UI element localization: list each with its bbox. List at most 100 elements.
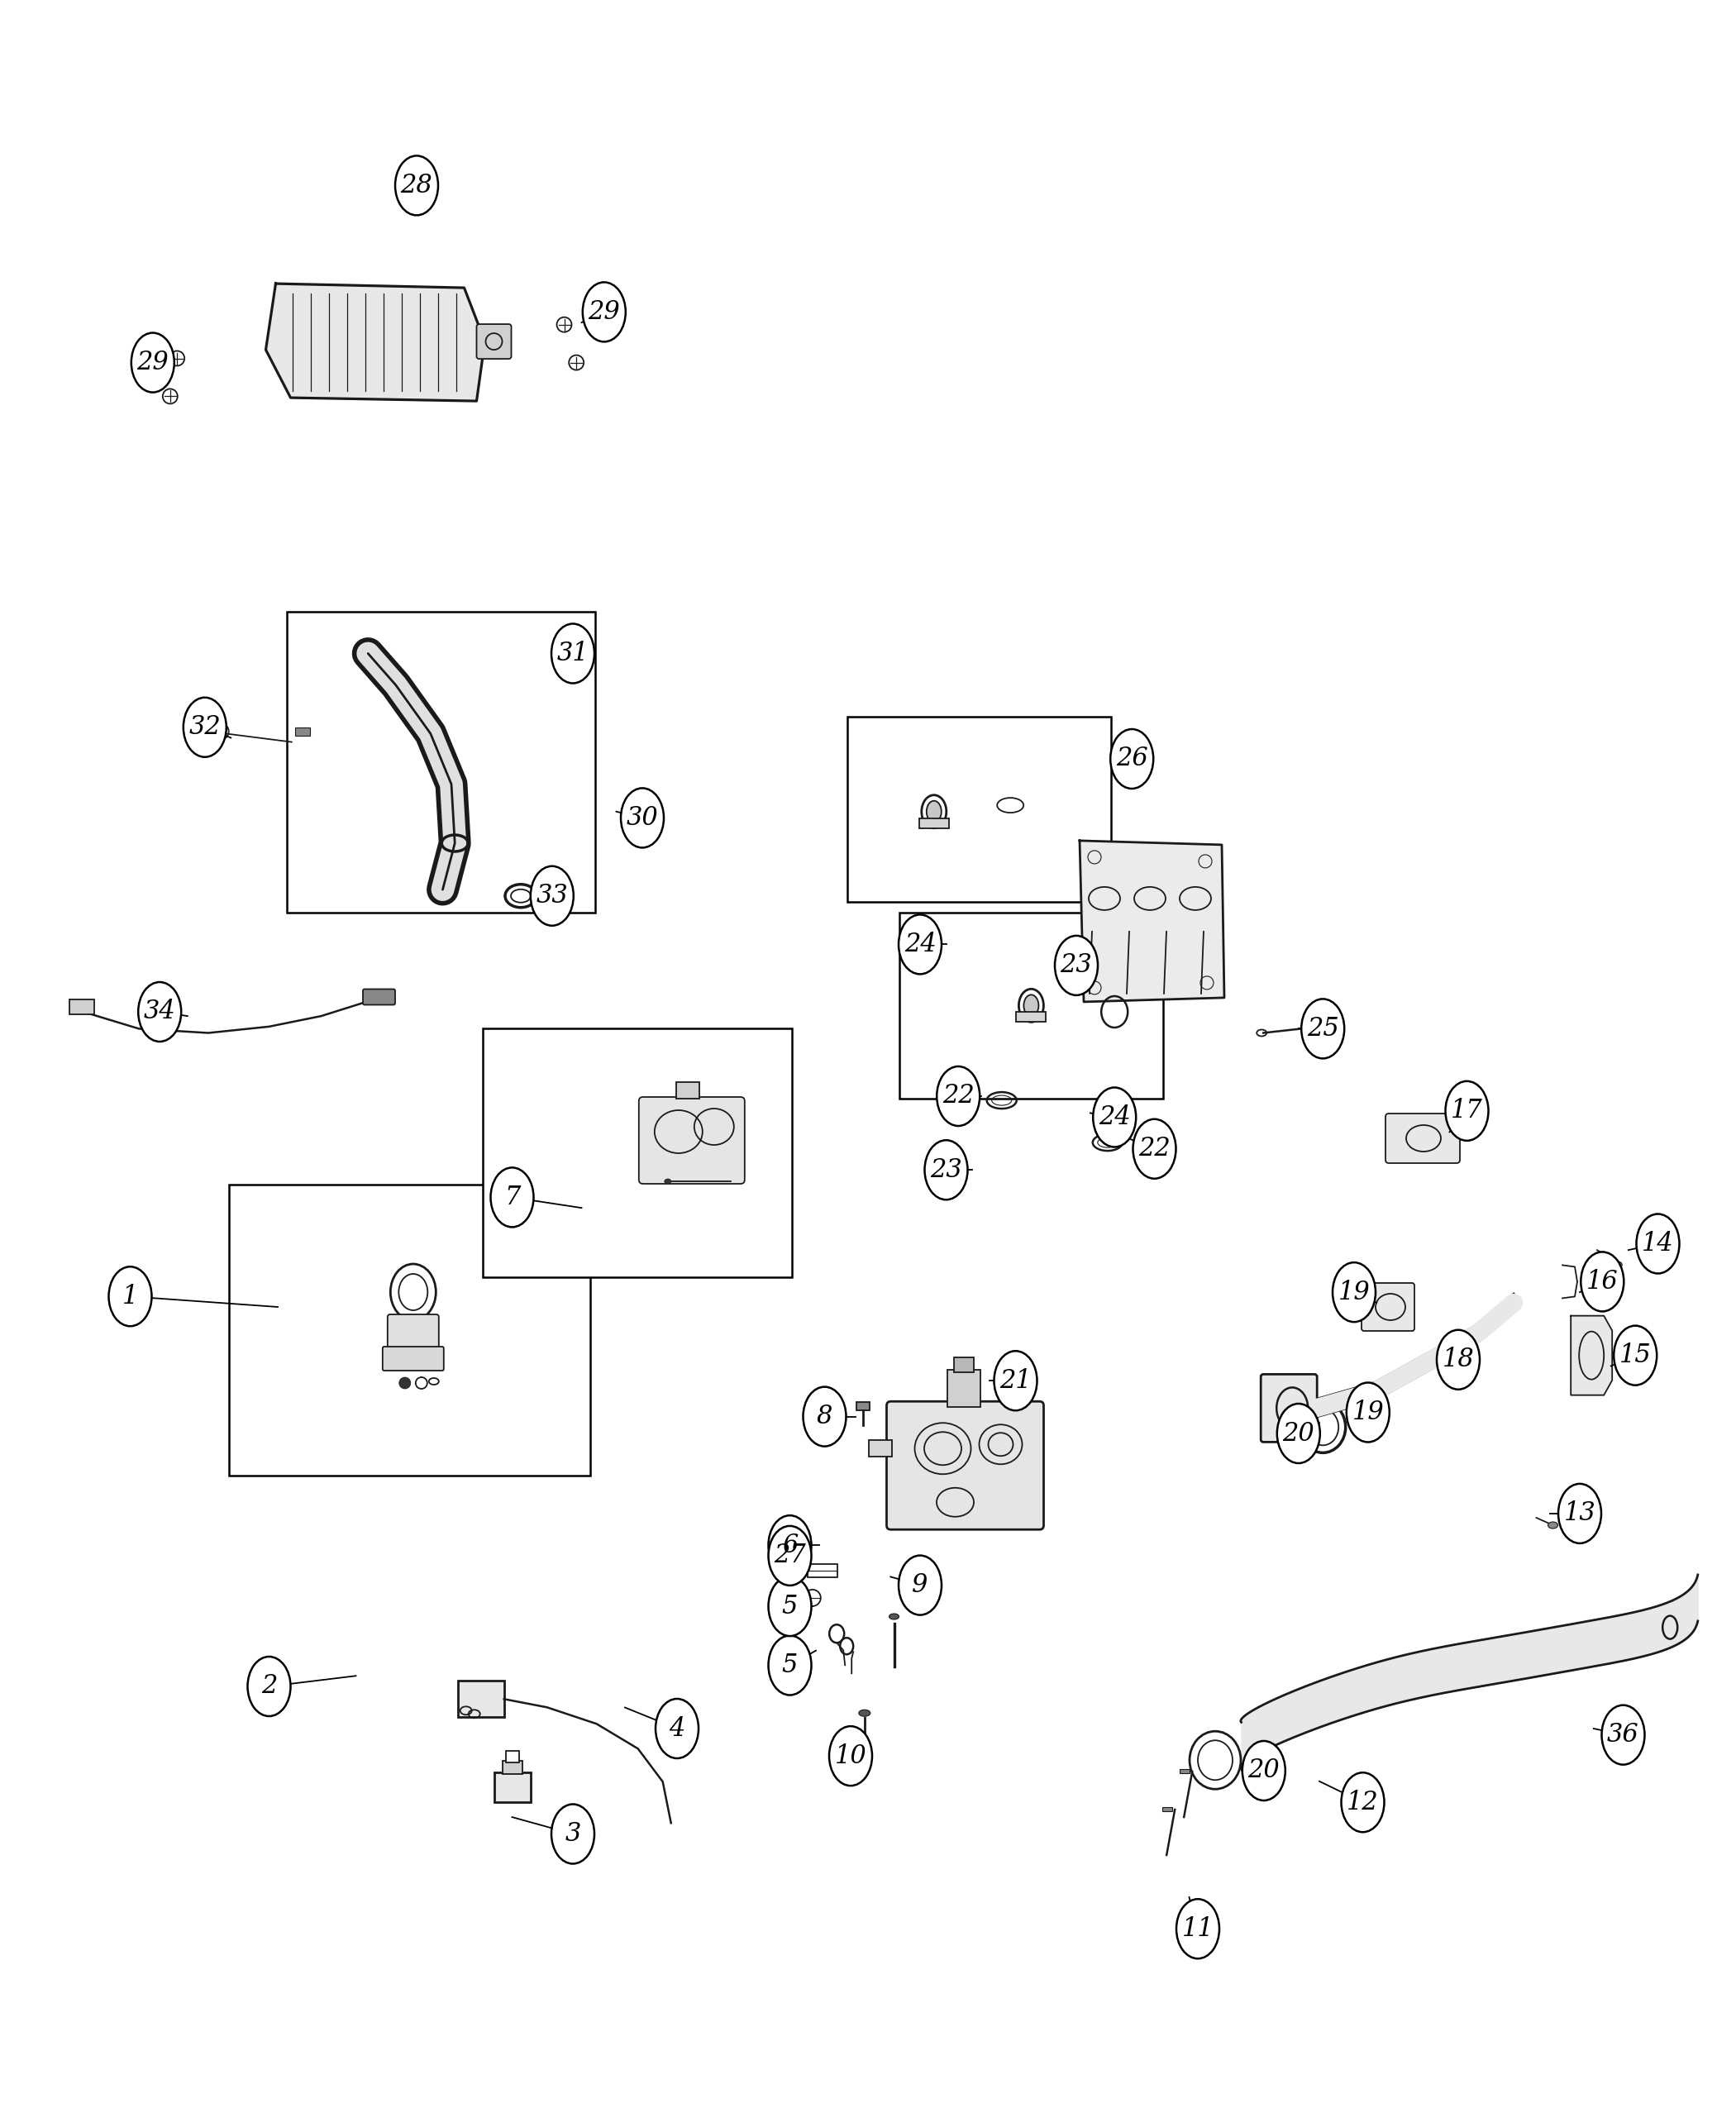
FancyBboxPatch shape — [387, 1315, 439, 1351]
Text: 29: 29 — [589, 299, 620, 325]
Bar — [1163, 1807, 1172, 1811]
Ellipse shape — [859, 1710, 870, 1716]
Ellipse shape — [1278, 1404, 1319, 1463]
Text: 14: 14 — [1642, 1231, 1674, 1256]
Ellipse shape — [1581, 1252, 1623, 1311]
Text: 7: 7 — [503, 1185, 521, 1210]
Bar — [295, 727, 311, 736]
Ellipse shape — [139, 982, 181, 1041]
Ellipse shape — [621, 788, 663, 847]
Ellipse shape — [1559, 1484, 1601, 1543]
Text: 23: 23 — [930, 1157, 962, 1183]
Ellipse shape — [927, 801, 941, 822]
FancyBboxPatch shape — [363, 989, 396, 1006]
Text: 30: 30 — [627, 805, 658, 831]
Text: 23: 23 — [1061, 953, 1092, 978]
Text: 4: 4 — [668, 1716, 686, 1741]
Text: 31: 31 — [557, 641, 589, 666]
Ellipse shape — [899, 915, 941, 974]
Ellipse shape — [491, 1168, 533, 1227]
Text: 8: 8 — [816, 1404, 833, 1429]
Text: 33: 33 — [536, 883, 568, 909]
Text: 22: 22 — [1139, 1136, 1170, 1162]
FancyBboxPatch shape — [887, 1402, 1043, 1530]
Text: 22: 22 — [943, 1084, 974, 1109]
Bar — [69, 999, 94, 1014]
Text: 13: 13 — [1564, 1501, 1595, 1526]
Ellipse shape — [1333, 1263, 1375, 1322]
FancyBboxPatch shape — [1385, 1113, 1460, 1164]
Text: 34: 34 — [144, 999, 175, 1024]
Bar — [946, 1370, 981, 1408]
Ellipse shape — [1024, 995, 1038, 1016]
Ellipse shape — [1437, 1330, 1479, 1389]
Ellipse shape — [769, 1516, 811, 1575]
Bar — [229, 1185, 590, 1476]
Bar — [458, 1680, 503, 1718]
Ellipse shape — [396, 156, 437, 215]
Bar — [1180, 1769, 1189, 1773]
Text: 11: 11 — [1182, 1916, 1213, 1941]
Ellipse shape — [1614, 1326, 1656, 1385]
FancyBboxPatch shape — [382, 1347, 444, 1370]
Ellipse shape — [1342, 1773, 1384, 1832]
Text: 20: 20 — [1248, 1758, 1279, 1783]
FancyBboxPatch shape — [477, 325, 512, 358]
Ellipse shape — [937, 1067, 979, 1126]
Text: 9: 9 — [911, 1573, 929, 1598]
Text: 1: 1 — [122, 1284, 139, 1309]
Text: 10: 10 — [835, 1743, 866, 1769]
Text: 28: 28 — [401, 173, 432, 198]
Bar — [807, 1564, 838, 1577]
Ellipse shape — [769, 1526, 811, 1585]
Ellipse shape — [552, 624, 594, 683]
Text: 25: 25 — [1307, 1016, 1338, 1041]
Text: 24: 24 — [1099, 1105, 1130, 1130]
Ellipse shape — [656, 1699, 698, 1758]
Ellipse shape — [1302, 999, 1344, 1058]
Ellipse shape — [769, 1636, 811, 1695]
Bar — [899, 913, 1163, 1098]
Ellipse shape — [665, 1178, 672, 1185]
Ellipse shape — [1637, 1214, 1679, 1273]
Bar — [483, 1029, 792, 1277]
Ellipse shape — [804, 1387, 845, 1446]
Bar — [953, 1358, 974, 1372]
Ellipse shape — [830, 1726, 871, 1785]
Bar — [502, 1760, 523, 1775]
Ellipse shape — [1347, 1383, 1389, 1442]
Ellipse shape — [1134, 1119, 1175, 1178]
Ellipse shape — [583, 282, 625, 341]
Text: 3: 3 — [564, 1821, 582, 1847]
Ellipse shape — [1055, 936, 1097, 995]
Bar — [1016, 1012, 1047, 1022]
Ellipse shape — [552, 1804, 594, 1863]
Polygon shape — [1080, 841, 1224, 1001]
Text: 2: 2 — [260, 1674, 278, 1699]
Text: 20: 20 — [1283, 1421, 1314, 1446]
Ellipse shape — [995, 1351, 1036, 1410]
Circle shape — [399, 1377, 411, 1389]
Polygon shape — [1571, 1315, 1613, 1395]
Ellipse shape — [109, 1267, 151, 1326]
Text: 19: 19 — [1352, 1400, 1384, 1425]
FancyBboxPatch shape — [675, 1081, 700, 1098]
Text: 6: 6 — [781, 1533, 799, 1558]
Bar — [847, 717, 1111, 902]
Bar — [505, 1752, 519, 1762]
Ellipse shape — [1094, 1088, 1135, 1147]
Ellipse shape — [1111, 729, 1153, 788]
Ellipse shape — [889, 1613, 899, 1619]
Text: 27: 27 — [774, 1543, 806, 1568]
Text: 32: 32 — [189, 715, 220, 740]
Text: 5: 5 — [781, 1594, 799, 1619]
FancyBboxPatch shape — [1361, 1284, 1415, 1330]
Polygon shape — [266, 285, 484, 401]
Ellipse shape — [248, 1657, 290, 1716]
Ellipse shape — [1243, 1741, 1285, 1800]
Ellipse shape — [1549, 1522, 1557, 1528]
Text: 26: 26 — [1116, 746, 1147, 772]
Ellipse shape — [1446, 1081, 1488, 1140]
Text: 17: 17 — [1451, 1098, 1483, 1124]
Bar — [856, 1402, 870, 1410]
